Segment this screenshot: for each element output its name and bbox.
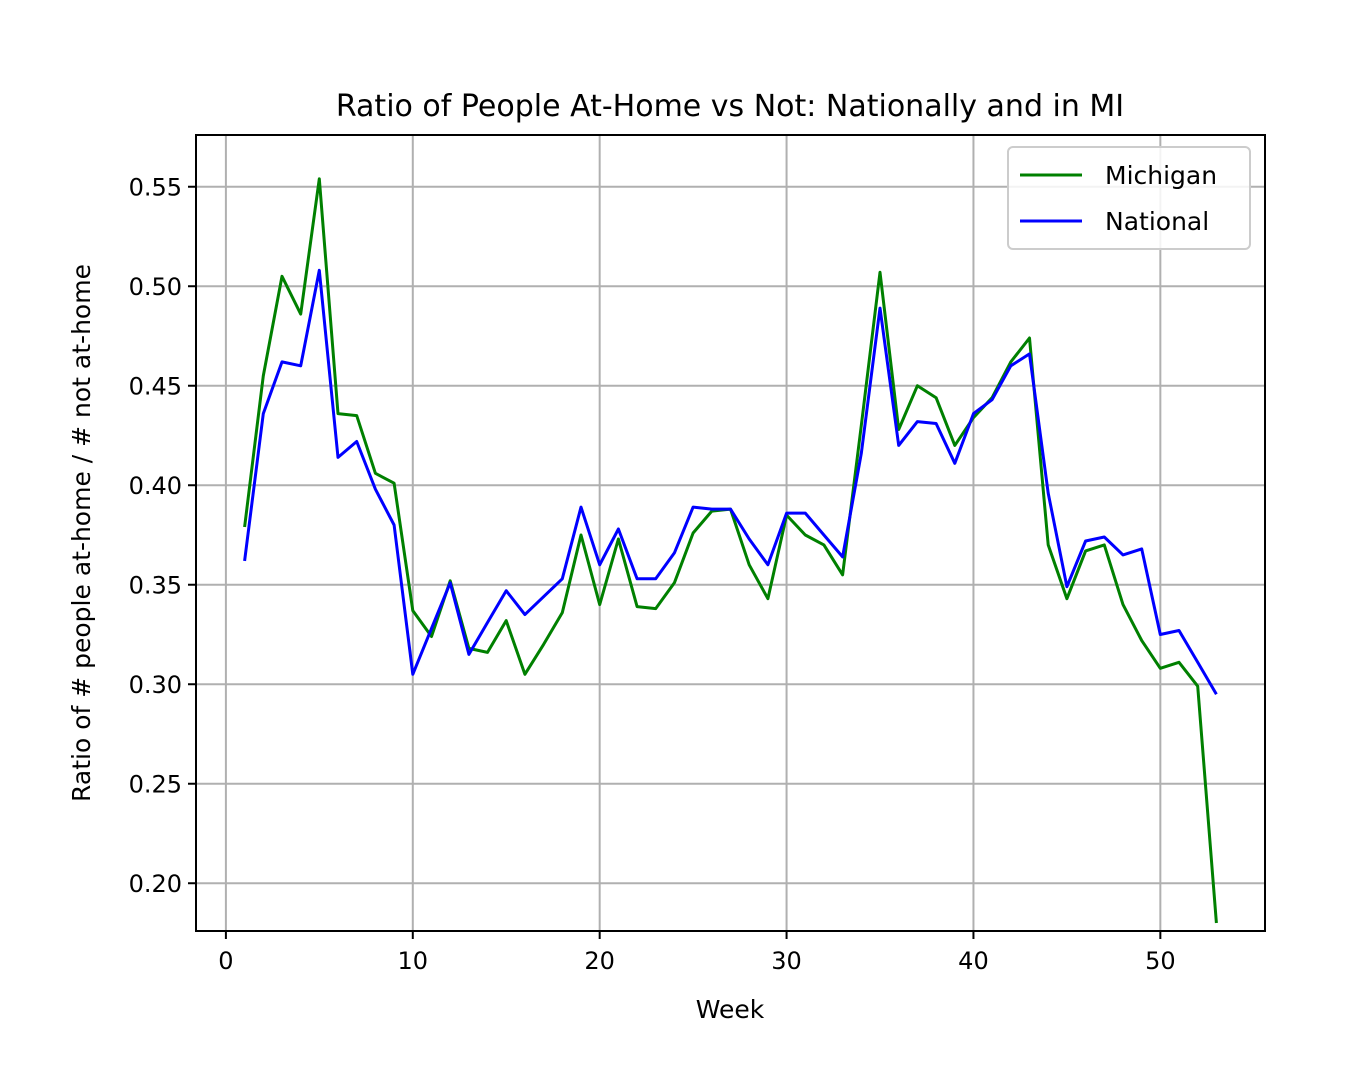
y-tick-label: 0.45 — [129, 373, 182, 401]
x-tick-label: 40 — [958, 947, 989, 975]
x-tick-label: 0 — [218, 947, 233, 975]
plot-frame — [195, 134, 1266, 932]
y-tick-label: 0.20 — [129, 870, 182, 898]
x-axis-label: Week — [696, 995, 765, 1024]
x-tick-label: 30 — [771, 947, 802, 975]
legend: Michigan National — [1007, 146, 1251, 250]
y-tick-label: 0.25 — [129, 771, 182, 799]
series-line-national — [243, 268, 1218, 695]
y-tick-label: 0.55 — [129, 174, 182, 202]
axis-ticks: 0 10 20 30 40 50 0.20 0.25 0.30 0.35 0.40 0.45 0.50 0… — [129, 174, 1176, 975]
y-tick-label: 0.30 — [129, 671, 182, 699]
x-tick-label: 10 — [398, 947, 429, 975]
grid-lines — [196, 135, 1265, 931]
y-tick-label: 0.40 — [129, 472, 182, 500]
legend-box — [1007, 146, 1251, 250]
legend-entry-michigan: Michigan — [1105, 161, 1217, 190]
y-axis-label: Ratio of # people at-home / # not at-hom… — [67, 264, 96, 802]
series-lines — [243, 177, 1218, 924]
x-tick-label: 20 — [584, 947, 615, 975]
x-tick-label: 50 — [1145, 947, 1176, 975]
y-tick-label: 0.35 — [129, 572, 182, 600]
legend-entry-national: National — [1105, 207, 1209, 236]
chart-title: Ratio of People At-Home vs Not: National… — [336, 89, 1124, 124]
y-tick-label: 0.50 — [129, 273, 182, 301]
